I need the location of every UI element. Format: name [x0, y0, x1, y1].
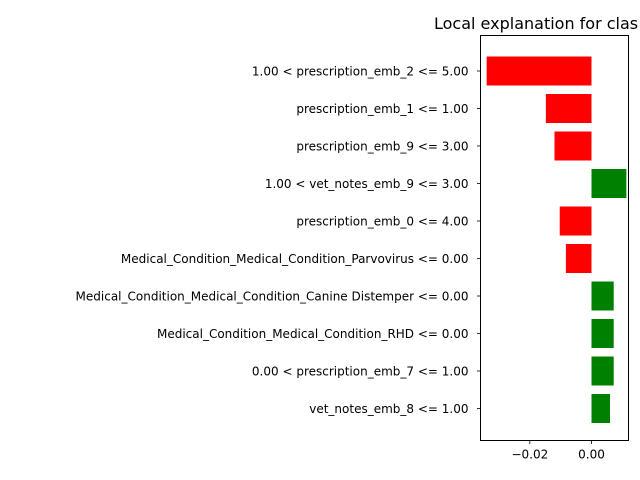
- bar-8: [591, 356, 614, 386]
- y-tick-label-9: vet_notes_emb_8 <= 1.00: [309, 402, 468, 416]
- y-tick-labels: 1.00 < prescription_emb_2 <= 5.00 prescri…: [76, 65, 481, 416]
- plot-frame: [480, 35, 629, 441]
- bar-5: [565, 244, 592, 273]
- y-tick-label-6: Medical_Condition_Medical_Condition_Cani…: [76, 290, 469, 304]
- y-tick-label-3: 1.00 < vet_notes_emb_9 <= 3.00: [265, 177, 469, 191]
- bar-1: [545, 94, 592, 123]
- y-tick-label-4: prescription_emb_0 <= 4.00: [296, 215, 468, 229]
- bar-6: [591, 281, 614, 311]
- y-tick-label-7: Medical_Condition_Medical_Condition_RHD …: [157, 327, 469, 341]
- bar-4: [559, 206, 592, 236]
- y-tick-label-2: prescription_emb_9 <= 3.00: [296, 140, 468, 154]
- x-tick-label-1: 0.00: [578, 448, 605, 462]
- x-ticks: −0.02 0.00: [511, 440, 605, 462]
- bars-layer: [486, 56, 627, 423]
- bar-3: [591, 169, 627, 198]
- y-tick-label-5: Medical_Condition_Medical_Condition_Parv…: [121, 252, 469, 266]
- bar-7: [591, 319, 614, 348]
- x-tick-label-0: −0.02: [511, 448, 548, 462]
- bar-2: [554, 131, 592, 161]
- y-tick-label-8: 0.00 < prescription_emb_7 <= 1.00: [252, 365, 469, 379]
- bar-9: [591, 394, 610, 423]
- y-tick-label-1: prescription_emb_1 <= 1.00: [296, 102, 468, 116]
- chart-title: Local explanation for clas: [434, 14, 638, 33]
- y-tick-label-0: 1.00 < prescription_emb_2 <= 5.00: [252, 65, 469, 79]
- bar-0: [486, 56, 592, 86]
